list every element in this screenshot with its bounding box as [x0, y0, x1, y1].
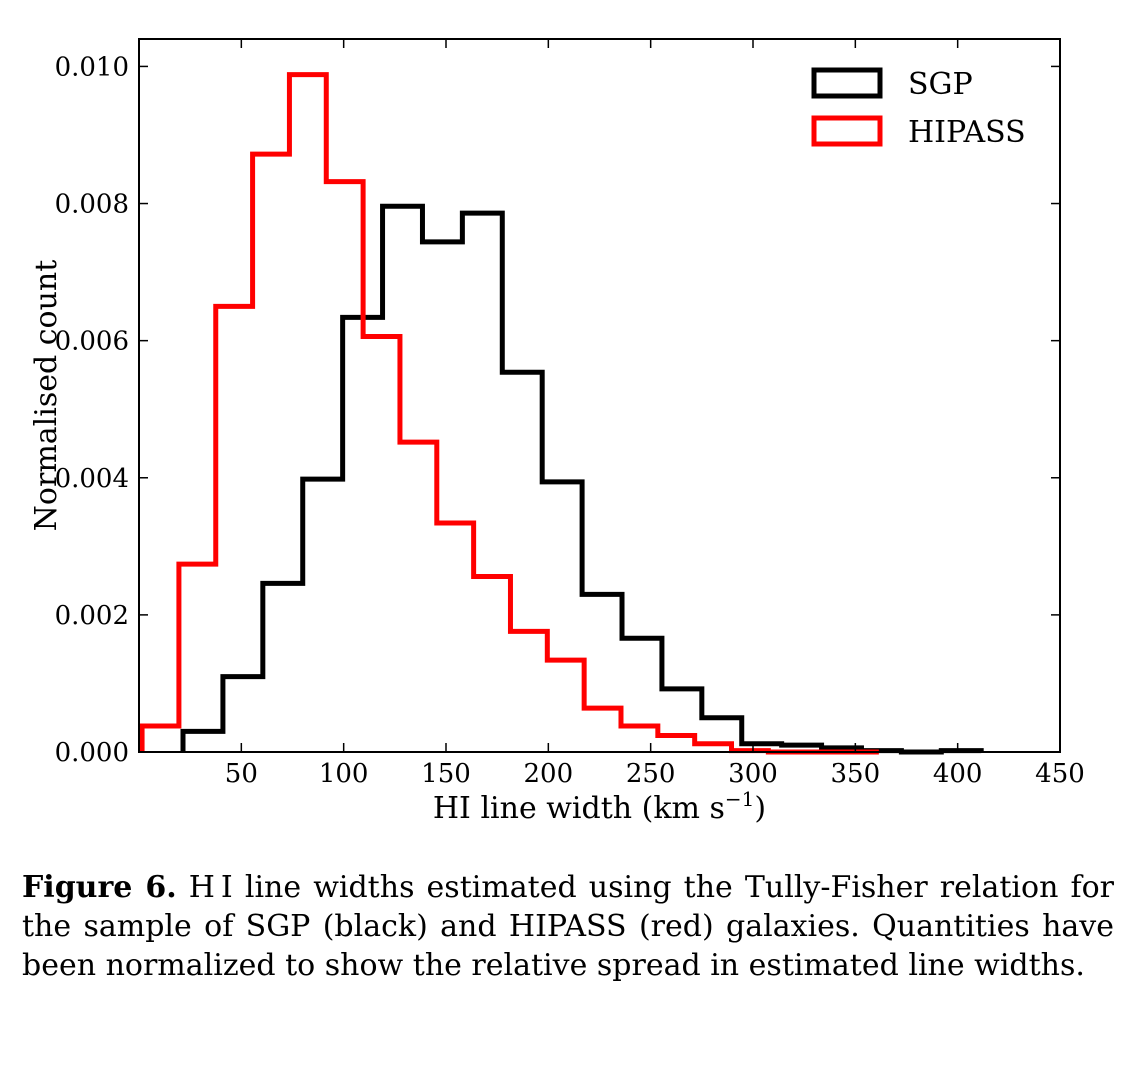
histogram-figure: 50 100 150 200 250 300 350 400 450 0.000 0.002 0.00…	[29, 38, 1085, 826]
y-tick-label: 0.008	[55, 190, 129, 220]
legend-swatch-sgp	[811, 67, 883, 99]
legend-label-sgp: SGP	[908, 67, 973, 102]
y-tick-label: 0.002	[55, 601, 129, 631]
histogram-step-sgp	[180, 203, 984, 755]
y-tick-label: 0.006	[55, 327, 129, 357]
y-tick-label: 0.010	[55, 52, 129, 82]
caption-label: Figure 6.	[22, 870, 177, 905]
y-tick-label: 0.004	[55, 464, 129, 494]
legend-label-hipass: HIPASS	[908, 115, 1026, 150]
axis-ticks: 50 100 150 200 250 300 350 400 450 0.000 0.002 0.00…	[55, 39, 1085, 789]
x-tick-label: 400	[933, 759, 983, 789]
y-axis-label: Normalised count	[29, 260, 64, 532]
x-tick-label: 200	[524, 759, 574, 789]
x-tick-label: 350	[831, 759, 881, 789]
x-tick-label: 50	[225, 759, 258, 789]
x-tick-label: 150	[421, 759, 471, 789]
y-tick-label: 0.000	[55, 738, 129, 768]
x-axis-label: HI line width (km s−1)	[433, 787, 766, 826]
plot-frame	[138, 38, 1061, 753]
x-tick-label: 250	[626, 759, 676, 789]
histogram-step-hipass	[139, 72, 879, 755]
histogram-series-layer	[139, 72, 984, 755]
x-tick-label: 300	[728, 759, 778, 789]
x-tick-label: 450	[1035, 759, 1085, 789]
figure-caption: Figure 6. H I line widths estimated usin…	[22, 868, 1114, 985]
caption-text: H I line widths estimated using the Tull…	[22, 870, 1114, 983]
x-tick-label: 100	[319, 759, 369, 789]
legend-swatch-hipass	[811, 115, 883, 147]
legend: SGP HIPASS	[811, 67, 1026, 150]
